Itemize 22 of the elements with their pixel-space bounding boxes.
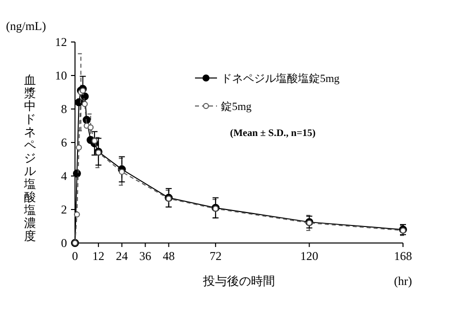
annotation: (Mean ± S.D., n=15) (230, 128, 316, 139)
x-tick-label: 12 (92, 249, 104, 263)
x-tick-label: 24 (116, 249, 128, 263)
y-tick-label: 8 (61, 102, 67, 116)
y-tick-label: 6 (61, 136, 67, 150)
legend-label: ドネペジル塩酸塩錠5mg (221, 73, 340, 85)
x-axis-title: 投与後の時間 (202, 274, 275, 288)
x-tick-label: 72 (210, 249, 222, 263)
text: (ng/mL) (6, 19, 46, 33)
legend-label: 錠5mg (221, 101, 252, 113)
text: 血漿中ドネペジル塩酸塩濃度 (24, 73, 36, 243)
x-tick-label: 168 (394, 249, 412, 263)
y-tick-label: 10 (55, 68, 67, 82)
x-tick-label: 120 (300, 249, 318, 263)
x-tick-label: 48 (162, 249, 175, 263)
y-tick-label: 0 (61, 236, 67, 250)
y-tick-label: 4 (61, 169, 67, 183)
x-tick-label: 36 (139, 249, 152, 263)
text: (hr) (394, 274, 412, 288)
y-tick-label: 2 (61, 202, 67, 216)
y-tick-label: 12 (55, 35, 67, 49)
x-tick-label: 0 (72, 249, 78, 263)
